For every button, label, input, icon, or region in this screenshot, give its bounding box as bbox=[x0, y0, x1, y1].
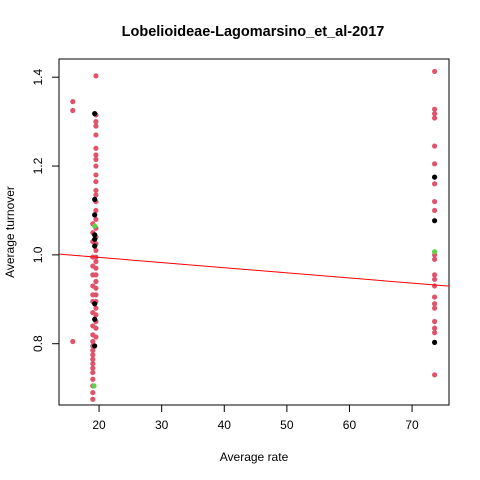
data-point-pink bbox=[90, 356, 96, 362]
regression-line bbox=[58, 253, 450, 287]
data-point-pink bbox=[432, 330, 438, 336]
x-tick-label: 20 bbox=[92, 418, 106, 432]
data-point-pink bbox=[93, 145, 99, 151]
data-point-black bbox=[92, 111, 98, 117]
data-point-pink bbox=[432, 272, 438, 278]
data-point-black bbox=[92, 301, 98, 307]
data-point-black bbox=[92, 236, 98, 242]
data-point-pink bbox=[90, 332, 96, 338]
y-tick-label: 1.2 bbox=[31, 157, 45, 174]
data-point-pink bbox=[432, 318, 438, 325]
data-point-pink bbox=[432, 325, 438, 331]
data-point-black bbox=[92, 243, 98, 249]
data-point-pink bbox=[93, 278, 99, 285]
data-point-pink bbox=[432, 294, 438, 300]
data-point-pink bbox=[90, 338, 96, 345]
y-axis: 0.8 1.0 1.2 1.4 bbox=[31, 69, 60, 352]
data-point-pink bbox=[432, 207, 438, 214]
data-point-pink bbox=[90, 283, 96, 289]
data-point-black bbox=[92, 212, 98, 218]
x-tick-label: 60 bbox=[343, 418, 357, 432]
data-point-black bbox=[432, 174, 438, 180]
data-point-pink bbox=[432, 305, 438, 311]
x-tick-label: 30 bbox=[155, 418, 169, 432]
x-tick-label: 50 bbox=[280, 418, 294, 432]
data-point-pink bbox=[93, 216, 99, 222]
data-point-black bbox=[432, 339, 438, 345]
data-point-pink bbox=[93, 258, 99, 265]
data-point-pink bbox=[90, 365, 96, 371]
data-point-pink bbox=[90, 352, 96, 358]
data-point-pink bbox=[93, 119, 99, 125]
data-point-green bbox=[92, 223, 98, 229]
x-tick-label: 70 bbox=[405, 418, 419, 432]
data-point-pink bbox=[90, 389, 96, 396]
data-point-pink bbox=[432, 283, 438, 289]
data-point-pink bbox=[90, 292, 96, 298]
data-point-green bbox=[432, 249, 438, 255]
data-point-pink bbox=[432, 256, 438, 262]
data-point-pink bbox=[93, 247, 99, 254]
data-point-black bbox=[432, 218, 438, 224]
chart-title: Lobelioideae-Lagomarsino_et_al-2017 bbox=[122, 24, 385, 40]
data-point-pink bbox=[432, 106, 438, 112]
x-axis-label: Average rate bbox=[220, 450, 289, 464]
data-point-pink bbox=[93, 163, 99, 169]
data-point-pink bbox=[93, 156, 99, 162]
y-tick-label: 0.8 bbox=[31, 335, 45, 352]
data-point-pink bbox=[70, 99, 76, 105]
data-point-pink bbox=[90, 263, 96, 269]
data-point-pink bbox=[93, 305, 99, 311]
data-point-green bbox=[91, 383, 97, 389]
data-point-pink bbox=[93, 73, 99, 79]
data-point-pink bbox=[432, 161, 438, 167]
data-point-pink bbox=[70, 107, 76, 114]
data-point-pink bbox=[90, 310, 96, 316]
data-point-black bbox=[92, 343, 98, 349]
data-point-pink bbox=[90, 272, 96, 278]
data-point-pink bbox=[93, 192, 99, 198]
data-point-pink bbox=[432, 372, 438, 378]
data-point-pink bbox=[93, 207, 99, 214]
data-point-black bbox=[92, 316, 98, 322]
data-point-pink bbox=[93, 187, 99, 194]
data-point-pink bbox=[90, 361, 96, 367]
data-point-pink bbox=[432, 68, 438, 75]
data-point-pink bbox=[93, 152, 99, 158]
y-tick-label: 1.0 bbox=[31, 246, 45, 263]
data-point-pink bbox=[93, 178, 99, 185]
data-points bbox=[70, 68, 438, 402]
data-point-pink bbox=[90, 323, 96, 329]
plot-frame bbox=[58, 58, 450, 406]
data-point-pink bbox=[93, 172, 99, 178]
x-tick-label: 40 bbox=[218, 418, 232, 432]
data-point-pink bbox=[93, 132, 99, 138]
data-point-pink bbox=[432, 301, 438, 307]
data-point-black bbox=[92, 232, 98, 238]
data-point-pink bbox=[70, 338, 76, 345]
data-point-pink bbox=[90, 347, 96, 353]
data-point-pink bbox=[432, 143, 438, 149]
data-point-black bbox=[92, 196, 98, 202]
y-axis-label: Average turnover bbox=[3, 186, 17, 278]
x-axis: 20 30 40 50 60 70 bbox=[92, 404, 419, 432]
data-point-pink bbox=[432, 115, 438, 121]
regression-line-group bbox=[58, 253, 450, 287]
data-point-pink bbox=[432, 276, 438, 282]
data-point-pink bbox=[90, 396, 96, 402]
data-point-pink bbox=[90, 376, 96, 382]
y-tick-label: 1.4 bbox=[31, 69, 45, 86]
data-point-pink bbox=[432, 181, 438, 187]
data-point-pink bbox=[432, 111, 438, 117]
data-point-pink bbox=[432, 198, 438, 205]
data-point-pink bbox=[90, 369, 96, 376]
data-point-pink bbox=[93, 123, 99, 129]
